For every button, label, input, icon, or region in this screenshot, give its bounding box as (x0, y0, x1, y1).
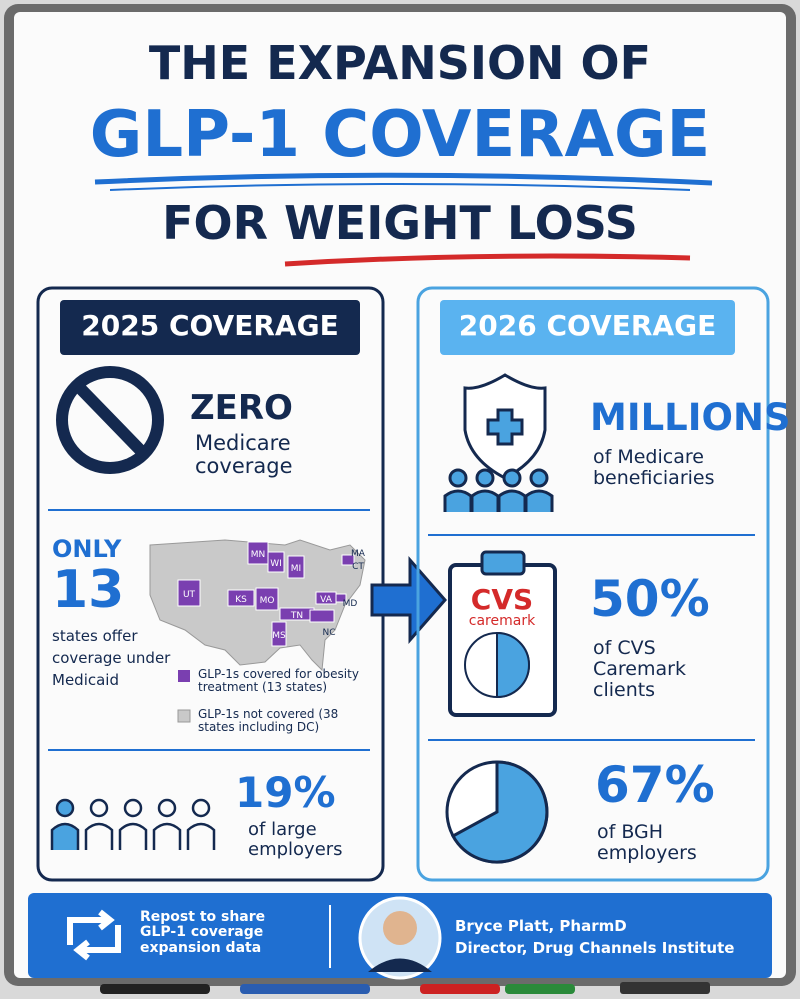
logo: CVS (470, 583, 534, 616)
title: FOR WEIGHT LOSS (162, 196, 638, 250)
state (177, 579, 201, 607)
no-icon (56, 366, 164, 474)
author-name: Bryce Platt, PharmD (455, 917, 627, 935)
state-label: MO (260, 596, 275, 606)
logo: caremark (468, 613, 536, 629)
stat-text: of large employers (248, 819, 343, 860)
state-label: TN (290, 611, 303, 621)
state (267, 551, 285, 573)
stat-text: of BGH employers (597, 821, 697, 864)
markers (100, 982, 710, 994)
state-label: CT (352, 562, 364, 572)
stat: 19% (235, 768, 336, 817)
state (227, 589, 255, 607)
title: THE EXPANSION OF (148, 36, 652, 90)
state (271, 621, 287, 647)
pie-icon (445, 760, 549, 864)
underline (109, 183, 691, 191)
stat: ZERO (190, 388, 293, 428)
author-role: Director, Drug Channels Institute (455, 939, 735, 957)
avatar (383, 911, 417, 945)
stat: 13 (52, 560, 125, 620)
state-label: NC (322, 628, 335, 638)
legend-text: GLP-1s covered for obesity treatment (13… (198, 667, 359, 695)
cta: Repost to share GLP-1 coverage expansion… (140, 909, 266, 956)
banner (60, 300, 360, 355)
panel (416, 286, 770, 882)
stat-text: states offer coverage under Medicaid (52, 627, 171, 689)
stat-text: Medicare coverage (195, 431, 293, 479)
state (341, 554, 355, 566)
underline (284, 253, 691, 267)
title: GLP-1 COVERAGE (89, 98, 711, 172)
arrow (370, 556, 447, 644)
state-label: MI (291, 564, 301, 574)
state (287, 555, 305, 579)
state (335, 593, 347, 603)
underline (94, 172, 713, 186)
legend-swatch (177, 709, 191, 723)
us-map: MN WI MI MA CT UT KS MO TN VA NC MD MS (149, 539, 366, 723)
legend-swatch (178, 670, 190, 682)
stat-text: of CVS Caremark clients (593, 637, 686, 701)
state (255, 587, 279, 611)
state-label: MS (272, 631, 286, 641)
heading: 2025 COVERAGE (81, 309, 339, 342)
state-label: MD (343, 599, 358, 609)
no-icon (73, 381, 149, 459)
heading: 2026 COVERAGE (458, 309, 717, 342)
state-label: KS (235, 595, 247, 605)
state-label: MN (251, 550, 266, 560)
legend-text: GLP-1s not covered (38 states including … (198, 707, 339, 735)
state (309, 609, 335, 623)
board (14, 12, 786, 978)
people (50, 798, 216, 850)
state-label: MA (351, 549, 366, 559)
stat: MILLIONS (590, 396, 791, 439)
state-label: WI (270, 559, 282, 569)
shield-icon (443, 373, 554, 512)
stat-prefix: ONLY (52, 535, 122, 563)
banner (440, 300, 735, 355)
state-label: VA (320, 595, 333, 605)
stat: 50% (590, 570, 710, 628)
state-label: UT (183, 590, 196, 600)
avatar (368, 958, 432, 972)
stat-text: of Medicare beneficiaries (593, 446, 715, 489)
repost-icon (67, 909, 121, 961)
clipboard (448, 550, 557, 717)
stat: 67% (595, 756, 715, 814)
